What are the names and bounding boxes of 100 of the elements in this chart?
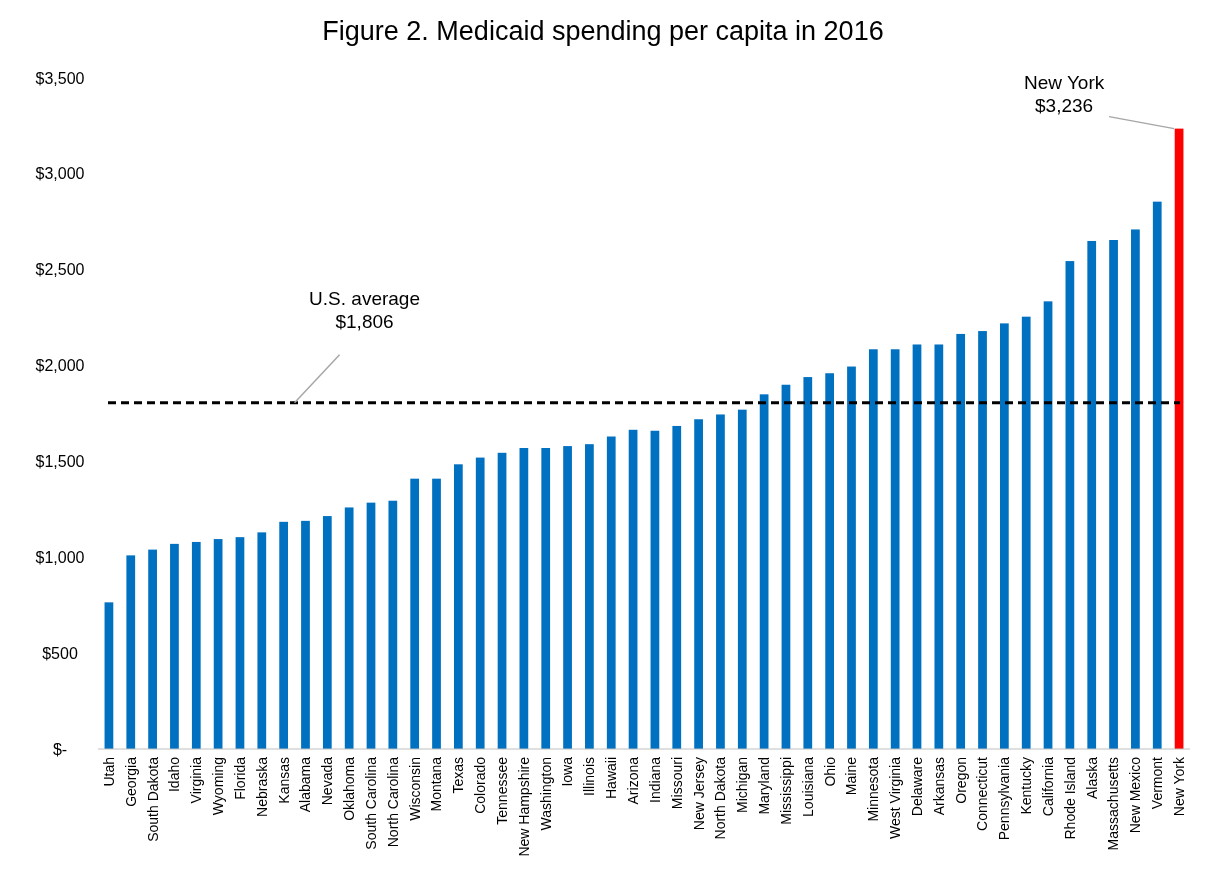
bar — [148, 549, 157, 749]
bar — [279, 521, 289, 749]
x-tick-label: Connecticut — [974, 756, 991, 831]
x-tick-label: Maryland — [756, 757, 773, 815]
x-tick-label: Michigan — [734, 757, 751, 814]
bar — [519, 448, 529, 749]
bar — [978, 331, 987, 749]
x-tick-label: Oregon — [952, 757, 969, 804]
bar — [410, 478, 420, 749]
x-tick-label: New Jersey — [690, 757, 707, 831]
x-tick-label: Wisconsin — [406, 757, 423, 821]
x-tick-label: West Virginia — [887, 756, 904, 839]
bar — [170, 543, 179, 749]
x-tick-label: Nevada — [319, 756, 336, 806]
bar — [191, 541, 201, 749]
x-tick-label: Arizona — [624, 756, 641, 805]
bar — [672, 425, 682, 749]
bar — [213, 539, 223, 749]
bar — [1065, 261, 1075, 749]
bar — [366, 502, 376, 749]
x-tick-label: Iowa — [559, 756, 576, 787]
bar — [912, 344, 922, 749]
bar — [432, 478, 441, 749]
ref-line-label: U.S. average $1,806 — [309, 287, 421, 332]
bar — [322, 516, 332, 749]
x-tick-label: Minnesota — [865, 756, 882, 822]
x-tick-label: Alaska — [1083, 756, 1100, 800]
x-tick-label: Kentucky — [1018, 757, 1035, 815]
bar — [1174, 128, 1184, 749]
bar — [541, 448, 551, 749]
x-tick-label: North Carolina — [384, 756, 401, 848]
bar — [890, 349, 900, 749]
y-tick-label: $1,500 — [35, 453, 85, 471]
x-tick-label: North Dakota — [712, 756, 729, 840]
y-tick-label: $3,500 — [35, 69, 85, 87]
bar — [1109, 240, 1118, 749]
bar — [388, 500, 398, 749]
bar — [257, 532, 267, 749]
x-tick-label: Nebraska — [253, 756, 270, 817]
x-tick-label: Maine — [843, 756, 860, 796]
y-tick-label: $500 — [42, 644, 78, 662]
bar — [235, 537, 245, 749]
x-tick-label: Illinois — [581, 757, 598, 796]
bar — [737, 409, 747, 749]
bar — [781, 384, 791, 749]
bar — [563, 446, 572, 749]
x-tick-label: Rhode Island — [1061, 757, 1078, 840]
y-tick-label: $- — [52, 740, 68, 758]
y-tick-label: $2,000 — [35, 357, 85, 375]
x-tick-label: Indiana — [646, 756, 663, 803]
bar — [606, 436, 616, 749]
annotation: New York $3,236 — [1023, 71, 1105, 116]
bar — [759, 394, 769, 749]
bar — [694, 419, 703, 749]
bar — [803, 377, 813, 749]
y-tick-label: $3,000 — [35, 165, 85, 183]
x-tick-label: Texas — [450, 757, 467, 794]
bar — [825, 373, 835, 749]
x-tick-label: Utah — [100, 757, 117, 787]
x-tick-label: Montana — [428, 756, 445, 812]
bar — [301, 520, 310, 749]
x-tick-label: Delaware — [908, 756, 925, 817]
x-tick-label: South Carolina — [362, 756, 379, 850]
x-tick-label: Mississippi — [777, 757, 794, 825]
bar — [1152, 201, 1162, 749]
x-tick-label: Idaho — [166, 756, 183, 793]
x-tick-label: Pennsylvania — [996, 756, 1013, 841]
x-tick-label: Kansas — [275, 757, 292, 804]
bar — [1131, 229, 1140, 749]
x-tick-label: New Hampshire — [515, 756, 532, 857]
x-tick-label: Washington — [537, 757, 554, 831]
y-tick-label: $2,500 — [35, 261, 85, 279]
bar — [475, 457, 485, 749]
bar — [650, 430, 660, 749]
bar — [1043, 301, 1053, 749]
x-tick-label: Colorado — [472, 756, 489, 814]
x-tick-label: Tennessee — [493, 756, 510, 825]
x-tick-label: Massachusetts — [1105, 757, 1122, 851]
y-tick-label: $1,000 — [35, 548, 85, 566]
x-tick-label: Florida — [231, 756, 248, 800]
x-tick-label: California — [1039, 756, 1056, 817]
x-tick-label: New York — [1170, 756, 1187, 817]
bar — [847, 366, 856, 749]
bar — [453, 464, 463, 749]
bar — [956, 333, 966, 749]
x-tick-label: Missouri — [668, 757, 685, 810]
x-tick-label: Wyoming — [210, 757, 227, 816]
x-tick-label: Louisiana — [799, 756, 816, 817]
x-tick-label: South Dakota — [144, 756, 161, 842]
chart-title: Figure 2. Medicaid spending per capita in 2016 — [322, 16, 884, 46]
bar — [999, 323, 1009, 749]
bar — [716, 414, 725, 749]
x-tick-label: Alabama — [297, 756, 314, 813]
x-tick-label: Hawaii — [603, 757, 620, 800]
bar — [344, 507, 354, 749]
bar — [868, 349, 878, 749]
bar — [1021, 316, 1031, 749]
bar — [104, 602, 114, 749]
bar — [497, 452, 507, 749]
x-tick-label: New Mexico — [1127, 756, 1144, 834]
